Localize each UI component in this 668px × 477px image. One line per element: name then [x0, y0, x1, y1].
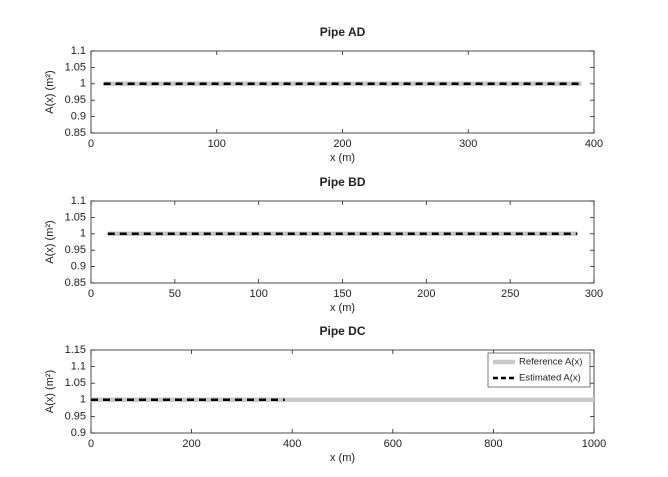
x-tick-label: 150 — [333, 288, 351, 300]
y-tick-label: 0.95 — [65, 94, 86, 106]
plot-area — [90, 50, 595, 134]
y-tick-label: 0.9 — [71, 427, 86, 439]
x-tick-label: 600 — [384, 438, 402, 450]
x-tick-label: 400 — [283, 438, 301, 450]
x-tick-label: 250 — [501, 288, 519, 300]
y-axis-label: A(x) (m²) — [44, 370, 56, 413]
x-tick-label: 100 — [208, 138, 226, 150]
x-tick-label: 200 — [182, 438, 200, 450]
y-tick-label: 0.95 — [65, 410, 86, 422]
y-tick-label: 1.05 — [65, 377, 86, 389]
chart-title: Pipe AD — [320, 25, 366, 39]
y-tick-label: 1 — [80, 228, 86, 240]
legend-label: Reference A(x) — [519, 357, 582, 368]
x-tick-label: 300 — [459, 138, 477, 150]
y-axis-label: A(x) (m²) — [44, 220, 56, 263]
x-axis-label: x (m) — [330, 452, 355, 464]
x-tick-label: 50 — [169, 288, 181, 300]
y-tick-label: 1.05 — [65, 211, 86, 223]
y-tick-label: 0.95 — [65, 244, 86, 256]
legend-box — [487, 352, 591, 388]
plot-area — [90, 200, 595, 284]
x-tick-label: 400 — [585, 138, 603, 150]
y-tick-label: 1 — [80, 394, 86, 406]
legend: Reference A(x) Estimated A(x) — [487, 352, 591, 388]
x-axis-label: x (m) — [330, 302, 355, 314]
y-tick-label: 1 — [80, 78, 86, 90]
x-tick-label: 200 — [333, 138, 351, 150]
x-tick-label: 100 — [249, 288, 267, 300]
x-tick-label: 0 — [88, 288, 94, 300]
y-tick-label: 1.05 — [65, 61, 86, 73]
chart-title: Pipe BD — [319, 175, 365, 189]
x-tick-label: 300 — [585, 288, 603, 300]
y-tick-label: 1.15 — [65, 344, 86, 356]
x-tick-label: 800 — [484, 438, 502, 450]
x-tick-label: 0 — [88, 138, 94, 150]
x-tick-label: 200 — [417, 288, 435, 300]
y-tick-label: 1.1 — [71, 45, 86, 57]
y-tick-label: 0.85 — [65, 277, 86, 289]
x-axis-label: x (m) — [330, 152, 355, 164]
y-axis-label: A(x) (m²) — [44, 70, 56, 113]
legend-label: Estimated A(x) — [519, 373, 581, 384]
y-tick-label: 1.1 — [71, 361, 86, 373]
chart-title: Pipe DC — [319, 324, 365, 338]
y-tick-label: 1.1 — [71, 195, 86, 207]
y-tick-label: 0.85 — [65, 127, 86, 139]
y-tick-label: 0.9 — [71, 111, 86, 123]
x-tick-label: 1000 — [582, 438, 606, 450]
y-tick-label: 0.9 — [71, 261, 86, 273]
x-tick-label: 0 — [88, 438, 94, 450]
